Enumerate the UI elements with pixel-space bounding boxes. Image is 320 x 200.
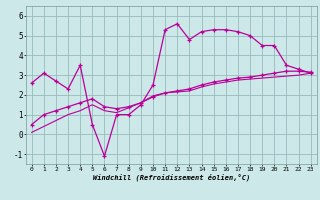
X-axis label: Windchill (Refroidissement éolien,°C): Windchill (Refroidissement éolien,°C) (92, 173, 250, 181)
